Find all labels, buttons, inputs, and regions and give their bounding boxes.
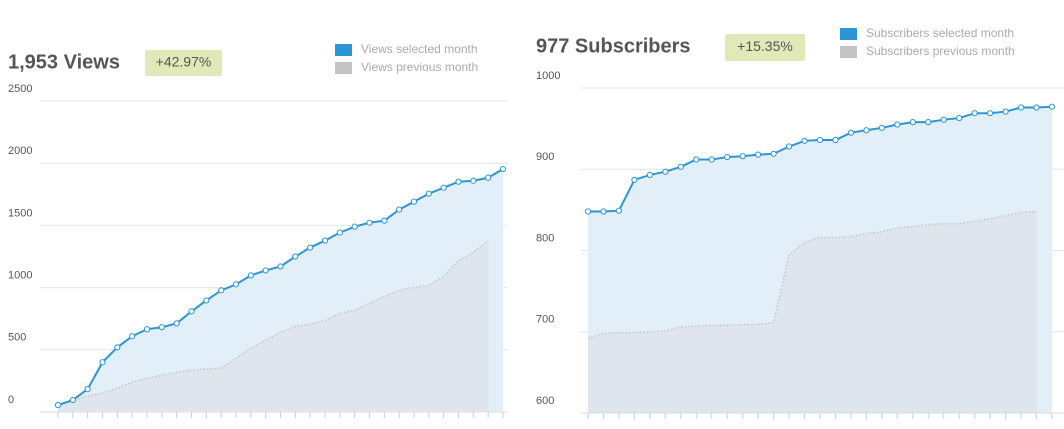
data-point [584,208,592,215]
data-point [84,386,91,393]
legend-label: Subscribers previous month [866,44,1015,58]
data-point [832,136,839,144]
data-point [971,110,978,117]
data-point [321,237,329,244]
y-tick-label: 1000 [8,270,32,282]
data-point [847,129,855,136]
data-point [615,207,623,214]
legend-swatch [840,46,857,58]
data-point [455,178,462,185]
data-point [1033,104,1040,111]
legend-label: Views selected month [361,42,478,56]
chart-title: 1,953 Views [8,51,120,73]
data-point [987,110,994,117]
data-point [894,121,901,128]
data-point [485,174,492,181]
data-point [755,151,762,158]
y-tick-label: 1500 [8,207,32,219]
data-point [173,320,180,327]
data-point [470,177,477,184]
data-point [232,281,240,288]
data-point [693,156,700,163]
badge: +15.35% [737,38,793,54]
data-point [336,229,343,236]
legend-swatch [335,44,352,56]
y-tick-label: 600 [536,395,554,407]
data-point [925,119,932,126]
data-point [631,176,638,183]
y-tick-label: 2000 [8,145,32,157]
data-point [69,396,76,404]
data-point [724,153,731,161]
data-point [277,263,284,270]
legend-swatch [335,62,352,74]
y-tick-label: 1000 [536,70,560,82]
badge-bg [145,50,222,76]
data-point [188,308,195,315]
data-point [99,359,106,366]
legend-label: Views previous month [361,60,478,74]
data-point [114,344,121,351]
data-point [292,253,299,260]
legend-swatch [840,28,857,40]
y-tick-label: 500 [8,332,26,344]
data-point [351,223,358,230]
series-area [58,240,489,412]
series-line [587,210,1037,339]
data-point [863,127,870,134]
data-point [158,324,165,331]
data-point [425,190,432,197]
data-point [1002,108,1009,115]
data-point [770,150,777,157]
data-point [366,219,373,226]
badge: +42.97% [156,54,212,70]
y-tick-label: 800 [536,232,554,244]
data-point [662,168,669,175]
data-point [1017,104,1025,111]
data-point [440,184,447,191]
data-point [54,401,62,409]
legend-label: Subscribers selected month [866,26,1014,40]
series-line [57,239,489,406]
data-point [956,114,963,122]
data-point [396,206,403,213]
series-area [588,211,1037,413]
y-tick-label: 0 [8,394,14,406]
data-point [739,153,746,160]
badge-bg [725,34,805,61]
data-point [410,198,418,205]
y-tick-label: 2500 [8,83,32,95]
data-point [1048,103,1056,110]
y-tick-label: 900 [536,151,554,163]
data-point [940,116,947,123]
data-point [262,267,269,274]
data-point [129,333,136,340]
data-point [801,137,808,144]
data-point [143,326,151,333]
data-point [307,244,314,251]
data-point [785,143,793,150]
data-point [203,297,210,304]
data-point [600,208,607,215]
chart-title: 977 Subscribers [536,35,691,57]
data-point [677,163,684,170]
data-point [878,124,885,131]
data-point [909,119,916,126]
data-point [247,272,254,279]
y-tick-label: 700 [536,314,554,326]
data-point [708,156,715,163]
data-point [218,287,225,294]
data-point [816,136,824,144]
data-point [499,165,507,173]
data-point [646,171,653,179]
data-point [381,217,388,224]
